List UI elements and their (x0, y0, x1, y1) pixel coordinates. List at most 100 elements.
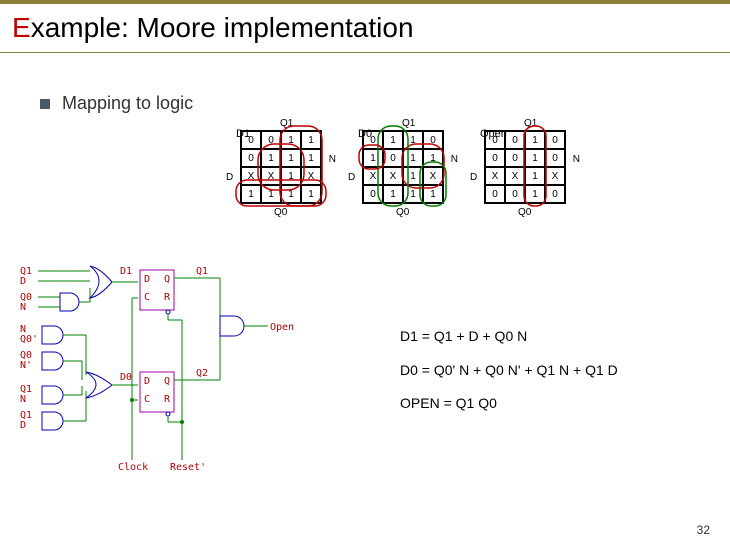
lbl-c2: C (144, 394, 150, 405)
lbl-d0: D0 (120, 372, 132, 383)
kmap-cell: X (485, 167, 505, 185)
bullet-text: Mapping to logic (62, 93, 193, 114)
kmap-cell: 0 (241, 149, 261, 167)
eq-d1: D1 = Q1 + D + Q0 N (400, 320, 618, 354)
kmap-cell: X (383, 167, 403, 185)
lbl-r2: R (164, 394, 171, 405)
kmap-cell: 1 (525, 131, 545, 149)
kmap-top-label: Q1 (402, 118, 415, 129)
lbl-clock: Clock (118, 462, 148, 473)
kmap-cell: 0 (363, 185, 383, 203)
kmap-cell: 1 (301, 185, 321, 203)
kmap-cell: X (423, 167, 443, 185)
lbl-reset: Reset' (170, 462, 206, 473)
kmap-grid: 00110111XX1X1111 (240, 130, 322, 204)
kmap-cell: 1 (383, 131, 403, 149)
kmap-cell: 0 (261, 131, 281, 149)
lbl-q0p: Q0' (20, 334, 38, 345)
kmap-cell: 1 (301, 131, 321, 149)
kmap-left-label: D (470, 172, 477, 183)
lbl-nb: N (20, 394, 26, 405)
kmap-cell: 0 (363, 131, 383, 149)
lbl-c1: C (144, 292, 150, 303)
kmap-cell: X (545, 167, 565, 185)
lbl-r1: R (164, 292, 171, 303)
lbl-open: Open (270, 322, 294, 333)
kmap-cell: 1 (383, 185, 403, 203)
eq-open: OPEN = Q1 Q0 (400, 387, 618, 421)
kmap-cell: 1 (261, 185, 281, 203)
circuit-diagram: Q1 D Q0 N N Q0' Q0 N' Q1 N Q1 D D1 D0 D … (20, 260, 340, 480)
kmap-right-label: N (573, 154, 580, 165)
kmap-cell: 0 (485, 185, 505, 203)
kmap-cell: X (505, 167, 525, 185)
kmap-grid: 00100010XX1X0010 (484, 130, 566, 204)
lbl-q2out: Q2 (196, 368, 208, 379)
kmap-cell: 1 (363, 149, 383, 167)
lbl-dq1: D (144, 274, 150, 285)
lbl-d1: D1 (120, 266, 132, 277)
kmap-cell: X (261, 167, 281, 185)
kmap-cell: 1 (403, 167, 423, 185)
kmap-cell: 0 (383, 149, 403, 167)
kmap-cell: 1 (525, 185, 545, 203)
page-title: Example: Moore implementation (12, 12, 718, 44)
lbl-dq2: D (144, 376, 150, 387)
lbl-db: D (20, 420, 26, 431)
kmap-row: D1Q1DNQ000110111XX1X1111 D0Q1DNQ001101011… (240, 130, 566, 204)
kmap-right-label: N (329, 154, 336, 165)
kmap-cell: 1 (281, 185, 301, 203)
lbl-q1q: Q (164, 274, 170, 285)
kmap-cell: X (363, 167, 383, 185)
kmap-cell: 0 (545, 185, 565, 203)
title-bar: Example: Moore implementation (0, 0, 730, 53)
lbl-q1out: Q1 (196, 266, 208, 277)
kmap-cell: 1 (403, 149, 423, 167)
kmap-cell: 1 (423, 149, 443, 167)
kmap-cell: 0 (241, 131, 261, 149)
kmap-top-label: Q1 (280, 118, 293, 129)
kmap-cell: 0 (545, 131, 565, 149)
title-rest: xample: Moore implementation (31, 12, 414, 43)
kmap-cell: 1 (261, 149, 281, 167)
kmap-cell: 0 (545, 149, 565, 167)
kmap-cell: 0 (485, 131, 505, 149)
bullet-square-icon (40, 99, 50, 109)
kmap-d1: D1Q1DNQ000110111XX1X1111 (240, 130, 322, 204)
lbl-d: D (20, 276, 26, 287)
lbl-np: N' (20, 360, 32, 371)
kmap-bottom-label: Q0 (396, 207, 409, 218)
lbl-q2q: Q (164, 376, 170, 387)
kmap-cell: 1 (525, 167, 545, 185)
kmap-cell: 1 (525, 149, 545, 167)
kmap-top-label: Q1 (524, 118, 537, 129)
kmap-cell: 0 (505, 131, 525, 149)
kmap-bottom-label: Q0 (274, 207, 287, 218)
kmap-bottom-label: Q0 (518, 207, 531, 218)
kmap-cell: 1 (281, 131, 301, 149)
eq-d0: D0 = Q0' N + Q0 N' + Q1 N + Q1 D (400, 354, 618, 388)
kmap-left-label: D (226, 172, 233, 183)
kmap-cell: 1 (241, 185, 261, 203)
kmap-cell: 1 (403, 131, 423, 149)
bullet-item: Mapping to logic (40, 93, 730, 114)
kmap-cell: X (241, 167, 261, 185)
kmap-cell: 1 (301, 149, 321, 167)
kmap-cell: 1 (403, 185, 423, 203)
kmap-grid: 01101011XX1X0111 (362, 130, 444, 204)
kmap-d0: D0Q1DNQ001101011XX1X0111 (362, 130, 444, 204)
kmap-cell: 0 (485, 149, 505, 167)
kmap-cell: 1 (281, 167, 301, 185)
kmap-cell: 0 (505, 149, 525, 167)
equations: D1 = Q1 + D + Q0 N D0 = Q0' N + Q0 N' + … (400, 320, 618, 421)
title-first-letter: E (12, 12, 31, 43)
kmap-open: OpenQ1DNQ000100010XX1X0010 (484, 130, 566, 204)
kmap-cell: X (301, 167, 321, 185)
kmap-cell: 1 (281, 149, 301, 167)
kmap-cell: 0 (505, 185, 525, 203)
kmap-cell: 1 (423, 185, 443, 203)
kmap-left-label: D (348, 172, 355, 183)
kmap-cell: 0 (423, 131, 443, 149)
kmap-right-label: N (451, 154, 458, 165)
page-number: 32 (697, 523, 710, 537)
